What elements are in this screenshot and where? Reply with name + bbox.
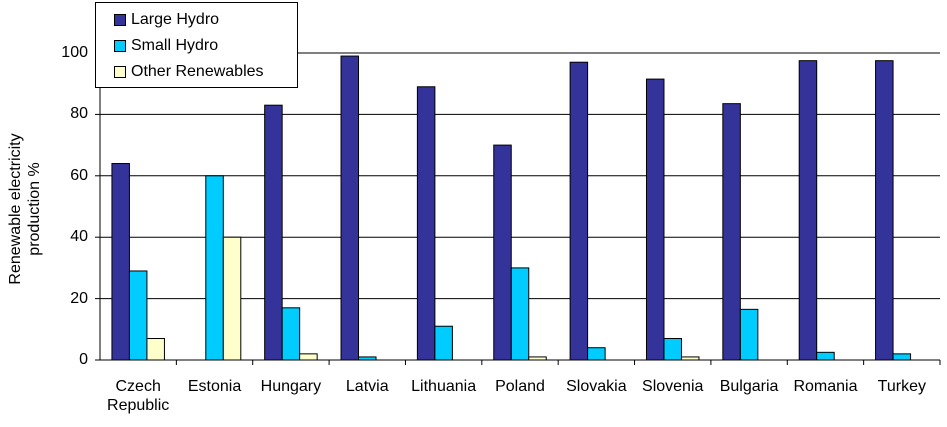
y-tick-label: 100 bbox=[61, 44, 88, 61]
bar bbox=[299, 353, 318, 361]
legend-entry: Other Renewables bbox=[114, 59, 297, 85]
bar bbox=[340, 55, 360, 361]
bar bbox=[645, 78, 665, 361]
y-axis-label: Renewable electricity production % bbox=[7, 133, 43, 285]
y-tick-label: 80 bbox=[70, 105, 88, 123]
x-tick-label: Slovenia bbox=[642, 378, 704, 395]
x-tick-label: Turkey bbox=[877, 378, 926, 395]
bar bbox=[798, 60, 818, 361]
bar bbox=[892, 353, 912, 361]
legend-swatch bbox=[114, 66, 126, 78]
x-tick-label: Romania bbox=[793, 378, 858, 395]
y-tick-label: 60 bbox=[70, 166, 88, 184]
y-tick-label: 0 bbox=[79, 351, 88, 368]
bar bbox=[587, 347, 606, 361]
x-tick-label: Latvia bbox=[345, 378, 389, 395]
x-tick-label: Bulgaria bbox=[719, 378, 779, 395]
bar bbox=[281, 307, 301, 361]
bar bbox=[510, 267, 530, 361]
x-tick-label: Slovakia bbox=[566, 378, 627, 395]
legend-label: Small Hydro bbox=[131, 37, 219, 54]
x-tick-label: Czech Republic bbox=[107, 378, 170, 414]
bar bbox=[222, 236, 242, 361]
x-tick-label: Estonia bbox=[187, 378, 242, 395]
bar bbox=[111, 163, 130, 361]
bar bbox=[875, 60, 894, 361]
legend-swatch bbox=[114, 40, 126, 52]
bar bbox=[434, 325, 453, 361]
x-tick-label: Poland bbox=[495, 378, 545, 395]
legend-label: Large Hydro bbox=[131, 11, 220, 28]
legend-entry: Large Hydro bbox=[114, 7, 297, 33]
bar bbox=[205, 175, 224, 361]
bar bbox=[264, 104, 283, 361]
y-tick-label: 20 bbox=[70, 289, 88, 307]
bar bbox=[493, 144, 512, 361]
y-tick-label: 40 bbox=[70, 228, 88, 246]
bar bbox=[739, 308, 759, 361]
legend: Large Hydro Small Hydro Other Renewables bbox=[95, 2, 298, 88]
bar bbox=[569, 61, 589, 361]
x-tick-label: Lithuania bbox=[411, 378, 477, 395]
bar bbox=[816, 351, 835, 361]
bar bbox=[146, 338, 165, 361]
bar bbox=[416, 86, 436, 361]
legend-entry: Small Hydro bbox=[114, 33, 297, 59]
legend-label: Other Renewables bbox=[131, 63, 264, 80]
bar bbox=[722, 103, 741, 361]
x-tick-label: Hungary bbox=[260, 378, 322, 395]
bar bbox=[128, 270, 148, 361]
legend-swatch bbox=[114, 14, 126, 26]
bar bbox=[663, 338, 682, 361]
